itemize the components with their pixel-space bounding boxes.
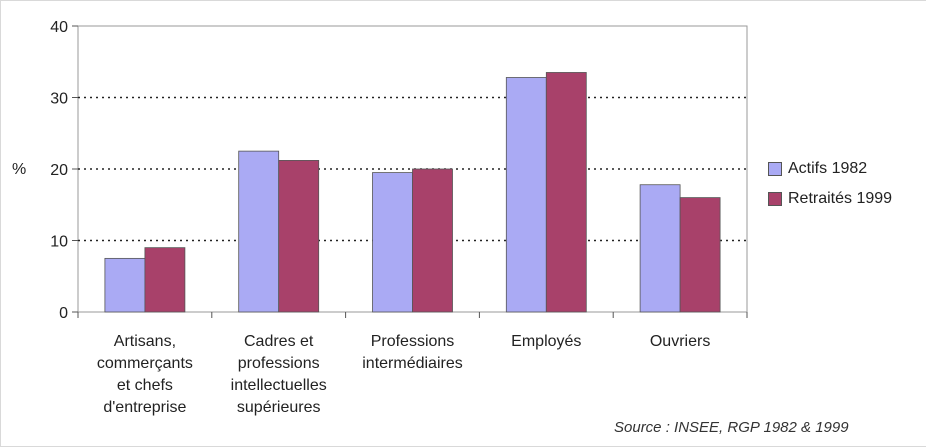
bar xyxy=(505,77,547,313)
x-tick-label: Ouvriers xyxy=(650,333,710,350)
x-tick-label: Artisans, commerçants et chefs d'entreprise xyxy=(97,333,193,416)
x-tick-label: Professions intermédiaires xyxy=(362,333,462,372)
source-note: Source : INSEE, RGP 1982 & 1999 xyxy=(614,419,849,436)
bar xyxy=(372,172,413,313)
bar xyxy=(238,150,280,313)
bar xyxy=(639,184,681,313)
y-tick-label: 30 xyxy=(50,91,68,108)
legend: Actifs 1982 Retraités 1999 xyxy=(768,154,892,214)
bar xyxy=(412,168,453,313)
x-tick-label: Employés xyxy=(511,333,581,350)
y-tick-label: 10 xyxy=(50,234,68,251)
legend-item-actifs-1982: Actifs 1982 xyxy=(768,154,892,184)
legend-label: Actifs 1982 xyxy=(788,160,868,177)
y-axis-label: % xyxy=(12,161,26,178)
legend-item-retraites-1999: Retraités 1999 xyxy=(768,184,892,214)
x-axis: Artisans, commerçants et chefs d'entreprise… xyxy=(77,312,748,416)
bar xyxy=(144,247,186,313)
legend-label: Retraités 1999 xyxy=(788,190,893,207)
bar xyxy=(104,257,146,313)
bar xyxy=(545,72,587,313)
legend-swatch-retraites-1999 xyxy=(768,192,782,206)
bar xyxy=(278,160,320,313)
x-tick-label: Cadres et professions intellectuelles supér… xyxy=(231,333,327,416)
bars xyxy=(104,72,721,313)
y-axis: 0 10 20 30 40 xyxy=(50,19,78,322)
y-tick-label: 20 xyxy=(50,162,68,179)
y-tick-label: 40 xyxy=(50,19,68,36)
bar xyxy=(679,197,721,313)
y-tick-label: 0 xyxy=(59,305,68,322)
legend-swatch-actifs-1982 xyxy=(768,162,782,176)
